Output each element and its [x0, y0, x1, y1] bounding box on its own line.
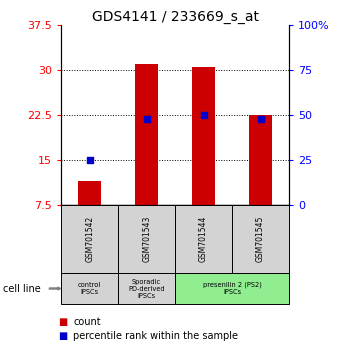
- Point: [201, 112, 206, 118]
- Title: GDS4141 / 233669_s_at: GDS4141 / 233669_s_at: [91, 10, 259, 24]
- Text: percentile rank within the sample: percentile rank within the sample: [73, 331, 238, 341]
- Text: GSM701545: GSM701545: [256, 216, 265, 262]
- Point: [87, 157, 92, 163]
- Text: count: count: [73, 317, 101, 327]
- Text: GSM701543: GSM701543: [142, 216, 151, 262]
- Text: control
IPSCs: control IPSCs: [78, 282, 101, 295]
- Text: cell line: cell line: [3, 284, 41, 293]
- Point: [144, 116, 149, 121]
- Bar: [78, 181, 101, 205]
- Text: ■: ■: [58, 331, 67, 341]
- Bar: [249, 115, 272, 205]
- Text: Sporadic
PD-derived
iPSCs: Sporadic PD-derived iPSCs: [128, 279, 165, 298]
- Bar: [135, 64, 158, 205]
- Text: GSM701544: GSM701544: [199, 216, 208, 262]
- Bar: [192, 67, 215, 205]
- Point: [258, 116, 263, 121]
- Text: ■: ■: [58, 317, 67, 327]
- Text: presenilin 2 (PS2)
iPSCs: presenilin 2 (PS2) iPSCs: [203, 282, 261, 295]
- Text: GSM701542: GSM701542: [85, 216, 94, 262]
